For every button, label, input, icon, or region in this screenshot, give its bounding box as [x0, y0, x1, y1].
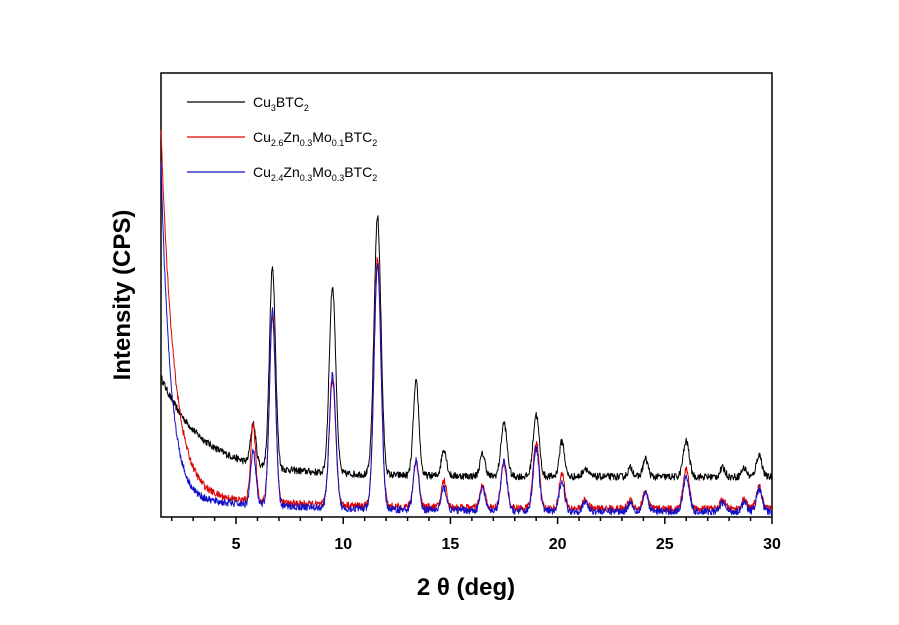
y-axis-title: Intensity (CPS) [109, 210, 136, 381]
legend-label-1: Cu3BTC2 [253, 94, 309, 113]
x-tick-label: 20 [549, 536, 567, 553]
plot-frame [160, 72, 773, 518]
legend: Cu3BTC2 Cu2.6Zn0.3Mo0.1BTC2 Cu2.4Zn0.3Mo0.… [187, 94, 377, 183]
series-line-3 [160, 162, 773, 516]
x-tick-label: 30 [763, 536, 781, 553]
x-tick-label: 15 [442, 536, 460, 553]
legend-label-3: Cu2.4Zn0.3Mo0.3BTC2 [253, 164, 377, 183]
series-line-1 [160, 215, 773, 481]
x-axis-ticks: 5 10 15 20 25 30 [170, 517, 781, 553]
series-layer [160, 129, 773, 516]
x-tick-label: 5 [232, 536, 241, 553]
legend-label-2: Cu2.6Zn0.3Mo0.1BTC2 [253, 129, 377, 148]
x-axis-title: 2 θ (deg) [417, 574, 515, 601]
x-tick-label: 25 [656, 536, 674, 553]
x-tick-label: 10 [334, 536, 352, 553]
